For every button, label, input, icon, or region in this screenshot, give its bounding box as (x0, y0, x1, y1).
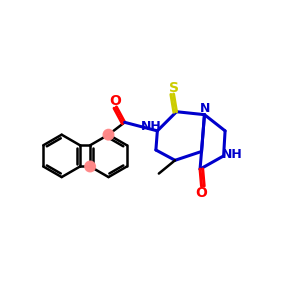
Circle shape (85, 161, 95, 172)
Text: NH: NH (140, 120, 161, 133)
Text: O: O (109, 94, 121, 108)
Circle shape (103, 129, 114, 140)
Circle shape (86, 162, 94, 171)
Text: O: O (196, 186, 208, 200)
Text: S: S (169, 81, 178, 94)
Circle shape (104, 130, 113, 139)
Text: NH: NH (222, 148, 243, 161)
Text: N: N (200, 102, 210, 115)
